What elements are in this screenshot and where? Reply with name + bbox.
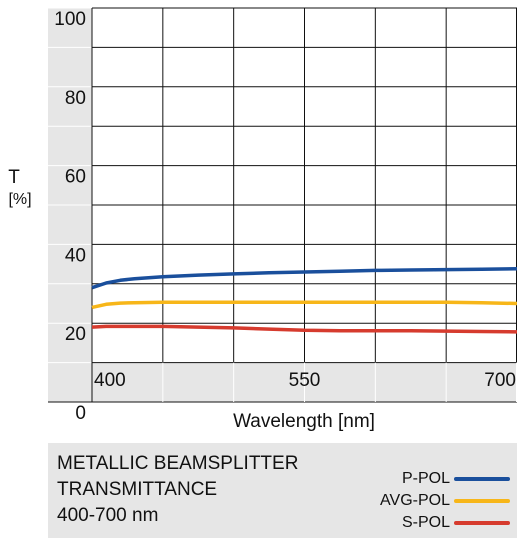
y-tick-label-20: 20 — [65, 324, 86, 345]
y-tick-labels: 0 20 40 60 80 100 — [54, 9, 86, 424]
legend-label-p-pol: P-POL — [401, 470, 450, 487]
chart-title-line-1: METALLIC BEAMSPLITTER — [57, 453, 299, 474]
series-line-p-pol — [91, 267, 517, 290]
y-tick-label-60: 60 — [65, 167, 86, 188]
x-tick-band — [48, 362, 517, 402]
legend-swatch-s-pol — [454, 521, 510, 525]
y-tick-label-0: 0 — [75, 403, 86, 424]
legend-panel: METALLIC BEAMSPLITTER TRANSMITTANCE 400-… — [48, 443, 517, 538]
legend-item-avg-pol: AVG-POL — [380, 491, 510, 511]
series-line-avg-pol — [91, 300, 517, 310]
y-tick-label-80: 80 — [65, 88, 86, 109]
y-axis-label: T — [8, 167, 20, 188]
y-tick-label-100: 100 — [54, 9, 86, 30]
chart-title-line-3: 400-700 nm — [57, 505, 159, 526]
legend-label-avg-pol: AVG-POL — [380, 492, 450, 509]
x-axis-label: Wavelength [nm] — [233, 411, 375, 432]
x-tick-label-550: 550 — [289, 370, 321, 391]
x-tick-labels: 400 550 700 — [94, 370, 516, 391]
legend-item-s-pol: S-POL — [402, 513, 510, 533]
x-tick-label-400: 400 — [94, 370, 126, 391]
chart-title-line-2: TRANSMITTANCE — [57, 479, 218, 500]
series-lines — [91, 267, 517, 334]
legend-swatch-avg-pol — [454, 499, 510, 503]
y-tick-label-40: 40 — [65, 245, 86, 266]
x-tick-label-700: 700 — [484, 370, 516, 391]
legend-label-s-pol: S-POL — [401, 514, 450, 531]
legend-swatch-p-pol — [454, 477, 510, 481]
series-line-s-pol — [91, 324, 517, 334]
y-axis-unit: [%] — [8, 191, 31, 208]
legend-item-p-pol: P-POL — [402, 469, 510, 489]
